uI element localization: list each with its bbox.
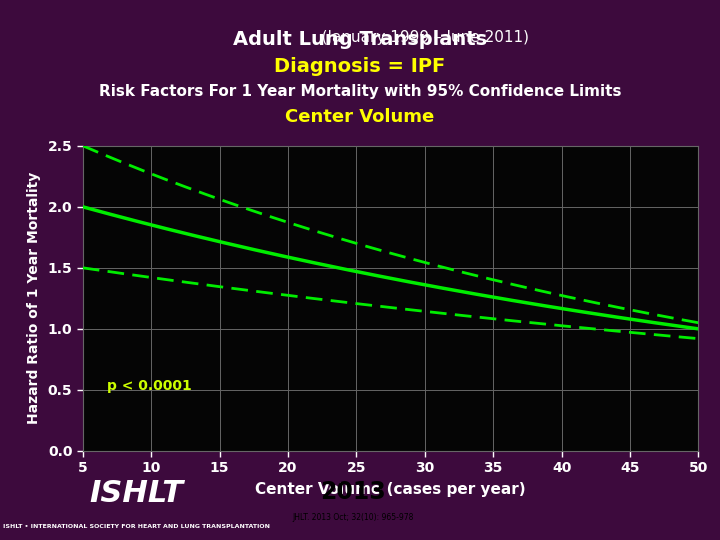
Text: 2013: 2013 <box>320 481 386 504</box>
Text: Risk Factors For 1 Year Mortality with 95% Confidence Limits: Risk Factors For 1 Year Mortality with 9… <box>99 84 621 99</box>
Text: Diagnosis = IPF: Diagnosis = IPF <box>274 57 446 76</box>
Text: Adult Lung Transplants: Adult Lung Transplants <box>233 30 487 49</box>
Text: ISHLT • INTERNATIONAL SOCIETY FOR HEART AND LUNG TRANSPLANTATION: ISHLT • INTERNATIONAL SOCIETY FOR HEART … <box>4 524 270 529</box>
Text: JHLT. 2013 Oct; 32(10): 965-978: JHLT. 2013 Oct; 32(10): 965-978 <box>292 513 413 522</box>
Text: (January 1999 – June 2011): (January 1999 – June 2011) <box>191 30 529 45</box>
Text: p < 0.0001: p < 0.0001 <box>107 379 192 393</box>
Text: Center Volume: Center Volume <box>285 108 435 126</box>
X-axis label: Center Volume (cases per year): Center Volume (cases per year) <box>256 482 526 497</box>
Text: ISHLT: ISHLT <box>90 478 184 508</box>
Y-axis label: Hazard Ratio of 1 Year Mortality: Hazard Ratio of 1 Year Mortality <box>27 172 41 424</box>
